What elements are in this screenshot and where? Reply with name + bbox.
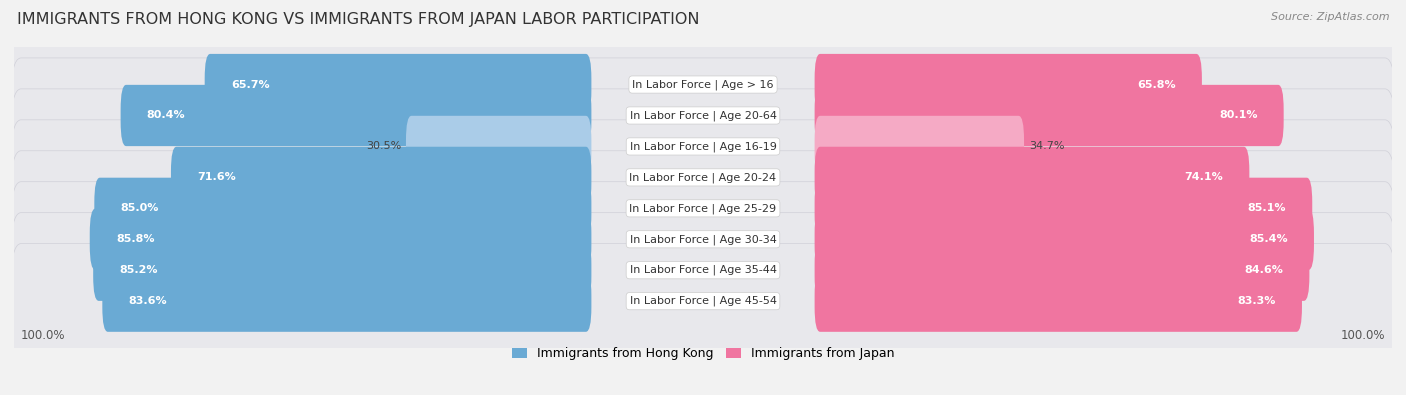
FancyBboxPatch shape: [11, 58, 1395, 173]
Text: In Labor Force | Age 25-29: In Labor Force | Age 25-29: [630, 203, 776, 214]
Text: In Labor Force | Age 35-44: In Labor Force | Age 35-44: [630, 265, 776, 275]
FancyBboxPatch shape: [814, 147, 1250, 208]
FancyBboxPatch shape: [103, 271, 592, 332]
Text: In Labor Force | Age 20-64: In Labor Force | Age 20-64: [630, 110, 776, 121]
Text: 65.7%: 65.7%: [231, 79, 270, 90]
FancyBboxPatch shape: [172, 147, 592, 208]
Text: In Labor Force | Age 45-54: In Labor Force | Age 45-54: [630, 296, 776, 307]
Text: 80.1%: 80.1%: [1219, 111, 1257, 120]
Text: 85.0%: 85.0%: [121, 203, 159, 213]
Text: 71.6%: 71.6%: [197, 172, 236, 182]
Text: In Labor Force | Age 20-24: In Labor Force | Age 20-24: [630, 172, 776, 182]
Text: In Labor Force | Age 16-19: In Labor Force | Age 16-19: [630, 141, 776, 152]
FancyBboxPatch shape: [814, 116, 1024, 177]
FancyBboxPatch shape: [406, 116, 592, 177]
FancyBboxPatch shape: [814, 271, 1302, 332]
Text: 30.5%: 30.5%: [366, 141, 401, 151]
Text: 83.3%: 83.3%: [1237, 296, 1275, 306]
FancyBboxPatch shape: [11, 182, 1395, 297]
Text: 85.8%: 85.8%: [115, 234, 155, 244]
FancyBboxPatch shape: [90, 209, 592, 270]
Text: In Labor Force | Age 30-34: In Labor Force | Age 30-34: [630, 234, 776, 245]
FancyBboxPatch shape: [11, 244, 1395, 359]
Text: 83.6%: 83.6%: [128, 296, 167, 306]
FancyBboxPatch shape: [205, 54, 592, 115]
Text: Source: ZipAtlas.com: Source: ZipAtlas.com: [1271, 12, 1389, 22]
FancyBboxPatch shape: [814, 85, 1284, 146]
Text: 85.2%: 85.2%: [120, 265, 157, 275]
FancyBboxPatch shape: [93, 240, 592, 301]
FancyBboxPatch shape: [814, 178, 1312, 239]
Text: 100.0%: 100.0%: [1340, 329, 1385, 342]
FancyBboxPatch shape: [814, 54, 1202, 115]
Text: 85.4%: 85.4%: [1249, 234, 1288, 244]
Text: In Labor Force | Age > 16: In Labor Force | Age > 16: [633, 79, 773, 90]
Text: 80.4%: 80.4%: [146, 111, 186, 120]
Text: 85.1%: 85.1%: [1247, 203, 1286, 213]
Text: 34.7%: 34.7%: [1029, 141, 1064, 151]
FancyBboxPatch shape: [11, 120, 1395, 235]
Text: 65.8%: 65.8%: [1137, 79, 1175, 90]
FancyBboxPatch shape: [814, 240, 1309, 301]
FancyBboxPatch shape: [11, 151, 1395, 266]
FancyBboxPatch shape: [11, 89, 1395, 204]
FancyBboxPatch shape: [11, 27, 1395, 142]
Text: 84.6%: 84.6%: [1244, 265, 1284, 275]
FancyBboxPatch shape: [11, 213, 1395, 328]
FancyBboxPatch shape: [94, 178, 592, 239]
Text: 74.1%: 74.1%: [1184, 172, 1223, 182]
FancyBboxPatch shape: [814, 209, 1315, 270]
Text: 100.0%: 100.0%: [21, 329, 66, 342]
Legend: Immigrants from Hong Kong, Immigrants from Japan: Immigrants from Hong Kong, Immigrants fr…: [506, 342, 900, 365]
FancyBboxPatch shape: [121, 85, 592, 146]
Text: IMMIGRANTS FROM HONG KONG VS IMMIGRANTS FROM JAPAN LABOR PARTICIPATION: IMMIGRANTS FROM HONG KONG VS IMMIGRANTS …: [17, 12, 699, 27]
